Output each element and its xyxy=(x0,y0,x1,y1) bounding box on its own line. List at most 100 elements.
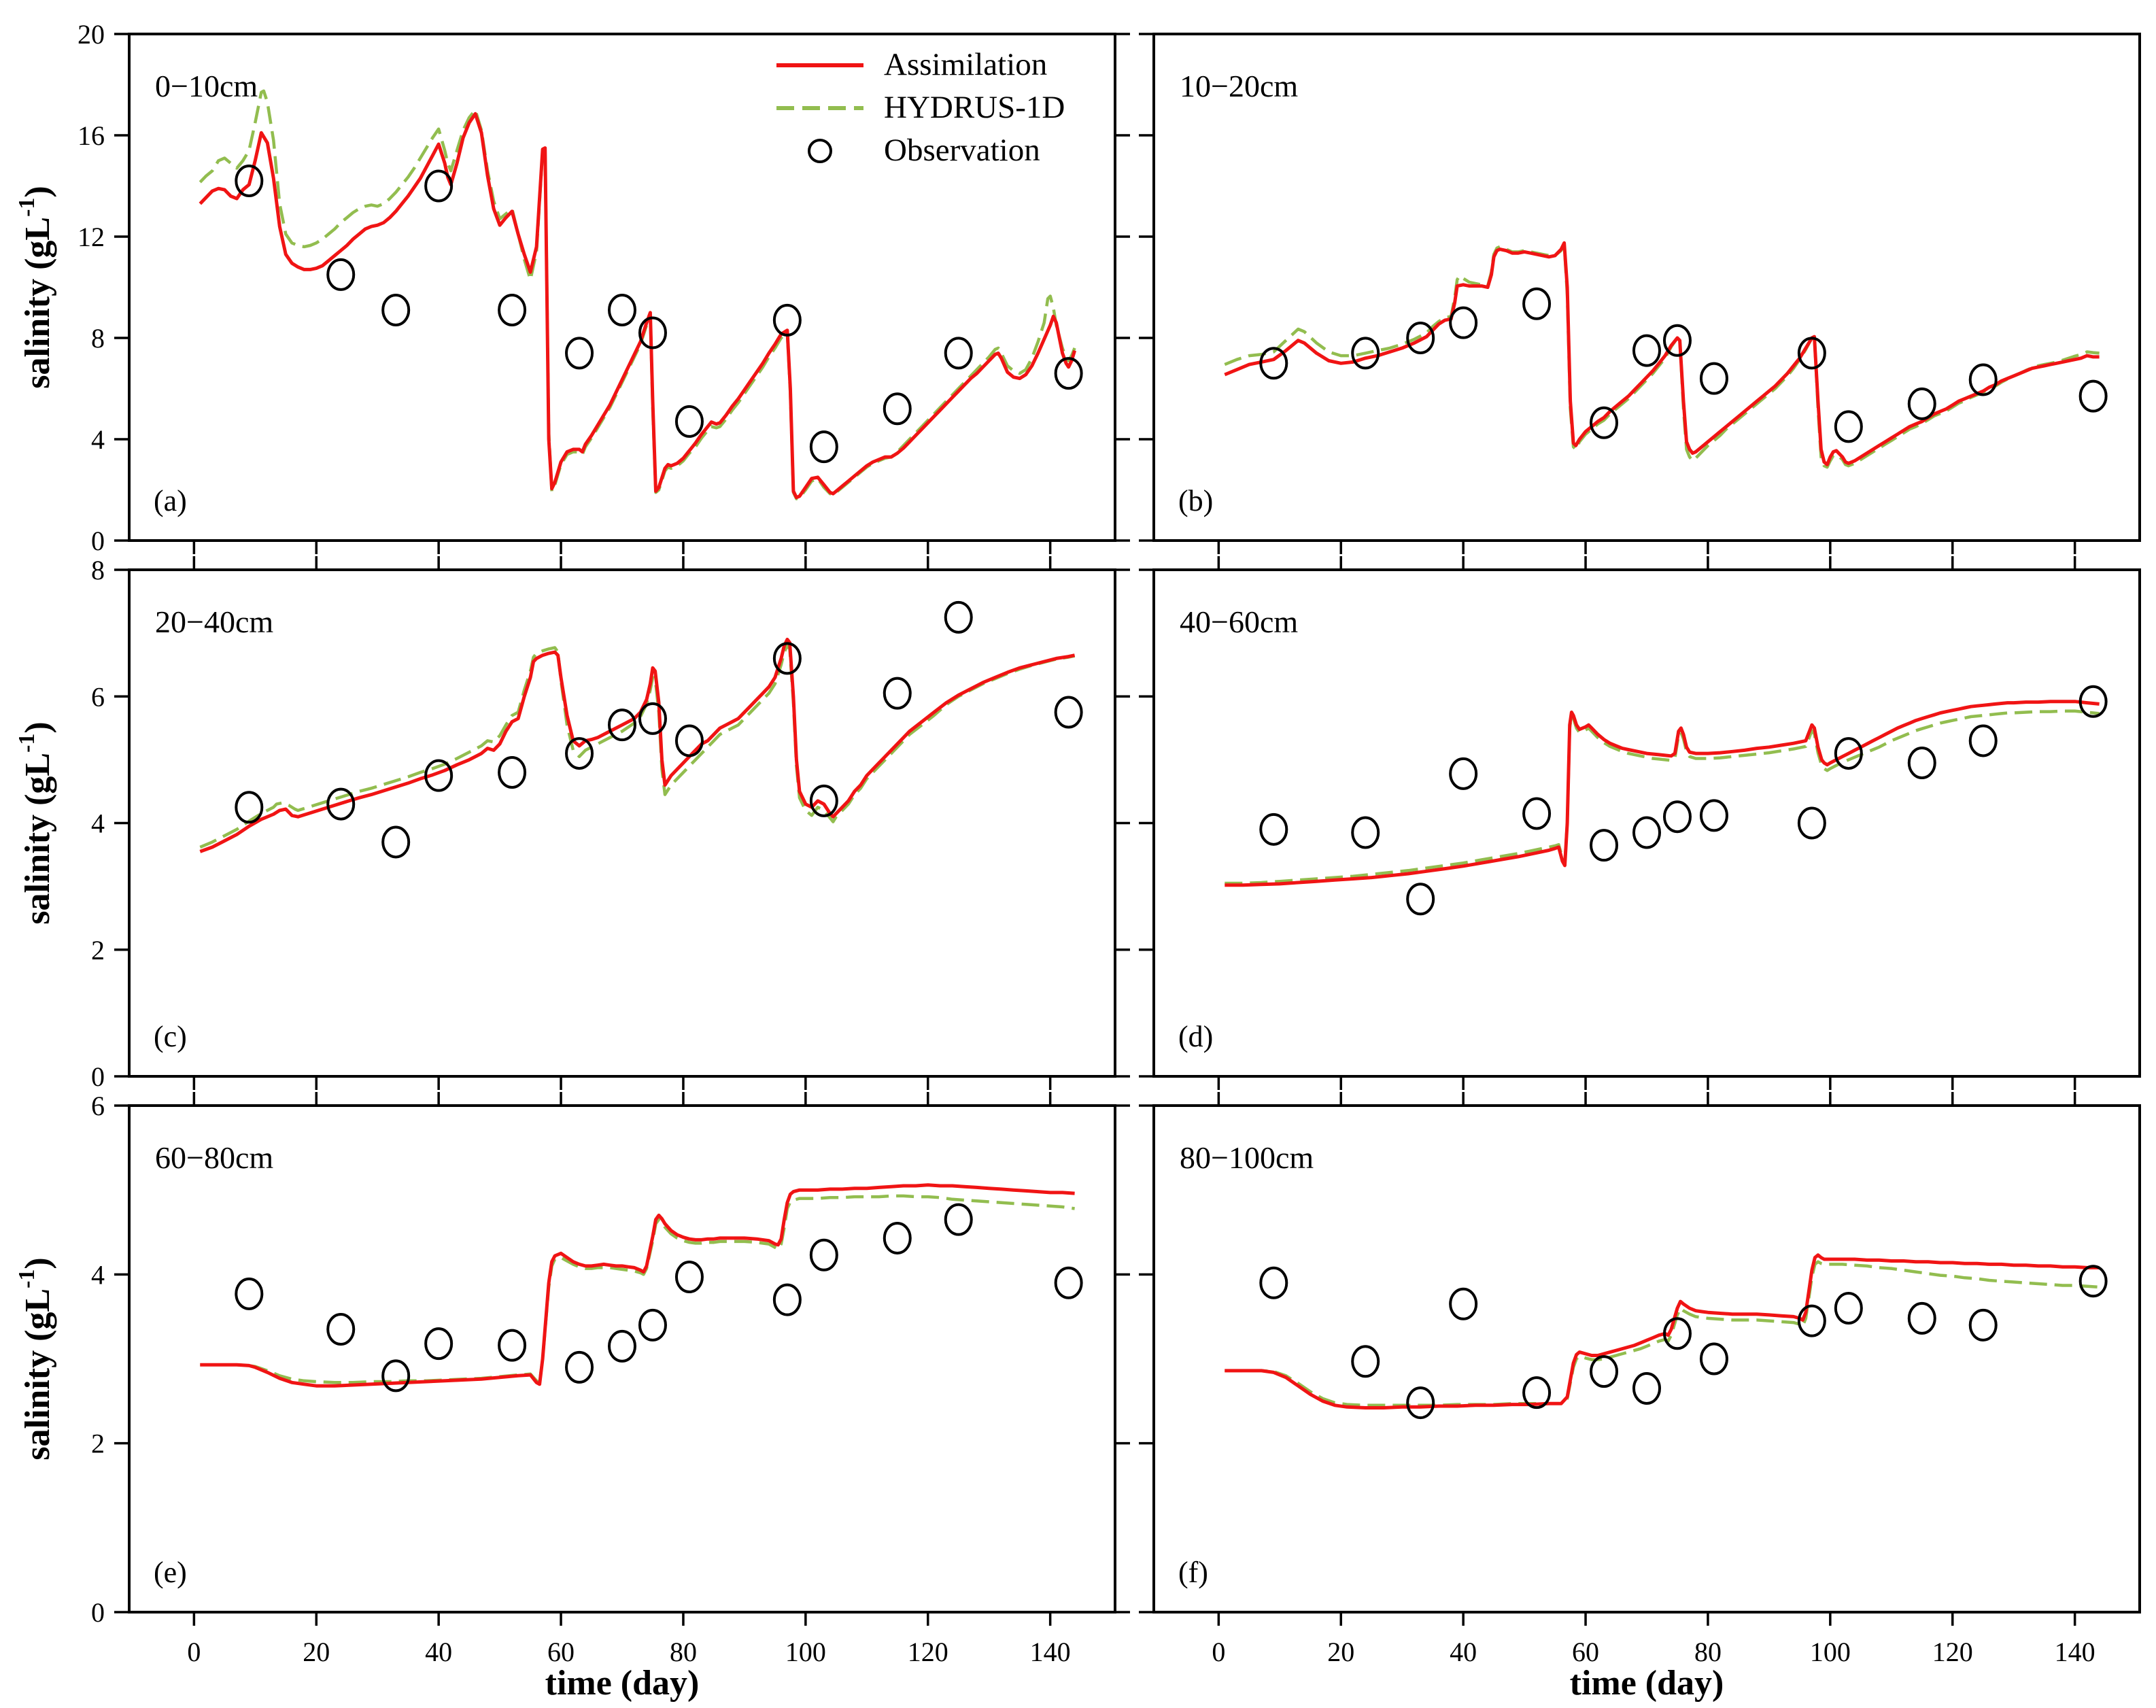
depth-label: 80−100cm xyxy=(1180,1140,1314,1175)
x-tick-label: 40 xyxy=(1450,1637,1477,1667)
observation-marker xyxy=(2078,379,2108,413)
observation-marker xyxy=(638,316,667,349)
observation-marker xyxy=(1406,883,1435,916)
observation-marker xyxy=(498,294,527,327)
x-tick-label: 60 xyxy=(1572,1637,1599,1667)
legend-label-hydrus-1d: HYDRUS-1D xyxy=(884,90,1065,125)
x-tick-label: 40 xyxy=(425,1637,452,1667)
panel-d: 40−60cm (d) xyxy=(1139,556,2141,1090)
observation-marker xyxy=(1259,813,1288,846)
legend: Assimilation HYDRUS-1D Observation xyxy=(776,44,1065,172)
y-tick-label: 0 xyxy=(91,526,105,556)
observation-marker xyxy=(1351,1345,1380,1378)
panel-border xyxy=(128,568,1116,1078)
legend-label-assimilation: Assimilation xyxy=(884,47,1048,82)
depth-label: 20−40cm xyxy=(155,604,273,639)
observation-marker xyxy=(1968,724,1998,757)
observation-marker xyxy=(1449,1287,1478,1320)
observation-marker xyxy=(565,1350,594,1384)
observation-marker xyxy=(1662,800,1692,834)
x-tick-label: 0 xyxy=(1212,1637,1225,1667)
x-tick-label: 60 xyxy=(547,1637,575,1667)
observation-marker xyxy=(809,430,838,464)
observation-marker xyxy=(235,1277,264,1310)
observation-marker xyxy=(326,258,356,291)
observation-marker xyxy=(1968,1308,1998,1342)
y-tick-label: 6 xyxy=(91,1091,105,1121)
observation-marker xyxy=(1632,334,1661,367)
observation-marker xyxy=(1054,1266,1083,1299)
observation-marker xyxy=(1968,363,1998,396)
observation-marker xyxy=(1522,1376,1552,1410)
x-tick-label: 20 xyxy=(1327,1637,1354,1667)
observation-marker xyxy=(883,677,912,710)
observation-marker-sample xyxy=(776,138,863,163)
y-tick-label: 2 xyxy=(91,935,105,966)
observation-marker xyxy=(674,724,704,757)
observation-marker xyxy=(498,756,527,789)
x-tick-label: 100 xyxy=(785,1637,826,1667)
observation-marker xyxy=(1522,797,1552,830)
observation-marker xyxy=(424,1327,454,1361)
x-tick-label: 120 xyxy=(908,1637,948,1667)
panel-border xyxy=(1152,568,2141,1078)
observation-marker xyxy=(772,642,802,675)
observation-marker xyxy=(1907,747,1936,780)
panel-letter: (c) xyxy=(154,1020,187,1053)
y-tick-label: 6 xyxy=(91,681,105,712)
observation-marker xyxy=(1632,816,1661,849)
y-axis-title: salinity (gL-1) xyxy=(14,1257,57,1460)
panel-border xyxy=(1152,1104,2141,1613)
observation-marker xyxy=(1406,322,1435,354)
observation-marker xyxy=(326,787,356,821)
observation-marker xyxy=(1632,1371,1661,1405)
panel-border xyxy=(1152,33,2141,542)
observation-marker xyxy=(1699,799,1728,832)
assimilation-line xyxy=(200,1183,1075,1388)
panel-letter: (d) xyxy=(1178,1020,1213,1053)
observation-marker xyxy=(498,1329,527,1362)
assimilation-line xyxy=(1225,700,2100,887)
x-tick-label: 80 xyxy=(1694,1637,1722,1667)
observation-marker xyxy=(883,1221,912,1254)
observation-marker xyxy=(608,294,636,327)
observation-marker xyxy=(2078,1265,2108,1298)
observation-marker xyxy=(1797,1304,1826,1337)
observation-marker xyxy=(944,337,973,370)
observation-marker xyxy=(809,784,838,817)
assimilation-line xyxy=(199,112,1076,500)
x-tick-label: 140 xyxy=(2055,1637,2095,1667)
observation-marker xyxy=(381,1359,411,1393)
observation-marker xyxy=(1907,1301,1936,1335)
observation-marker xyxy=(424,759,454,792)
y-tick-label: 2 xyxy=(91,1429,105,1459)
observation-marker xyxy=(1834,1292,1863,1325)
observation-marker xyxy=(944,1203,973,1236)
observation-marker xyxy=(608,708,636,742)
observation-marker xyxy=(772,303,802,337)
y-axis-title: salinity (gL-1) xyxy=(14,721,57,924)
panel-letter: (f) xyxy=(1178,1556,1208,1589)
y-tick-label: 12 xyxy=(78,222,105,252)
observation-marker xyxy=(1590,829,1619,862)
depth-label: 60−80cm xyxy=(155,1140,273,1175)
panel-c: 0 2 4 6 8 20−40cm (c) xyxy=(91,555,1130,1092)
x-axis-title: time (day) xyxy=(545,1664,700,1703)
observation-marker xyxy=(1590,406,1619,439)
hydrus-1d-line xyxy=(1225,709,2100,885)
observation-marker xyxy=(944,600,973,634)
observation-marker xyxy=(1590,1355,1619,1388)
observation-marker xyxy=(1797,806,1826,840)
observation-marker xyxy=(1662,324,1692,357)
panel-border xyxy=(128,33,1116,542)
panel-letter: (a) xyxy=(154,484,187,517)
x-axis-title: time (day) xyxy=(1570,1664,1724,1703)
y-tick-label: 8 xyxy=(91,555,105,585)
depth-label: 10−20cm xyxy=(1180,69,1298,103)
observation-marker xyxy=(638,1308,667,1342)
observation-marker xyxy=(1259,1266,1288,1299)
panel-b: 10−20cm (b) xyxy=(1139,33,2141,554)
assimilation-line xyxy=(1224,241,2100,466)
